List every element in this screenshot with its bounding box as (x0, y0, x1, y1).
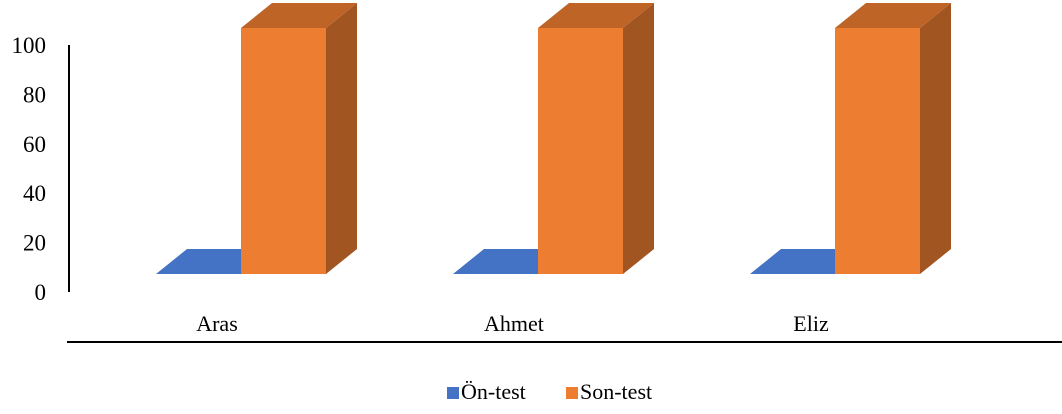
bar-son-test-ahmet-top (538, 3, 654, 28)
legend: Ön-test Son-test (447, 379, 652, 404)
bar-son-test-ahmet-side (623, 3, 654, 274)
y-tick-label: 0 (35, 280, 47, 305)
bar-son-test-ahmet-front (538, 28, 623, 274)
legend-item-1-swatch (447, 387, 459, 399)
x-tick-label-eliz: Eliz (793, 311, 829, 336)
legend-item-2-swatch (566, 387, 578, 399)
y-tick-label: 80 (23, 82, 46, 107)
x-tick-label-ahmet: Ahmet (484, 311, 544, 336)
y-tick-label: 100 (12, 33, 47, 58)
y-tick-label: 40 (23, 181, 46, 206)
y-tick-label: 20 (23, 231, 46, 256)
bar-son-test-eliz-front (835, 28, 920, 274)
axes: 0 20 40 60 80 100 Aras Ahmet Eliz (12, 33, 1062, 343)
bar-son-test-aras-side (326, 3, 357, 274)
bar-son-test-eliz-side (920, 3, 951, 274)
bar-son-test-eliz-top (835, 3, 951, 28)
bar-son-test-aras-front (241, 28, 326, 274)
bar-son-test-aras-top (241, 3, 357, 28)
y-tick-label: 60 (23, 132, 46, 157)
plot-area (156, 3, 951, 274)
legend-item-1-label: Ön-test (461, 379, 526, 404)
legend-item-2-label: Son-test (580, 379, 652, 404)
x-tick-label-aras: Aras (196, 311, 238, 336)
